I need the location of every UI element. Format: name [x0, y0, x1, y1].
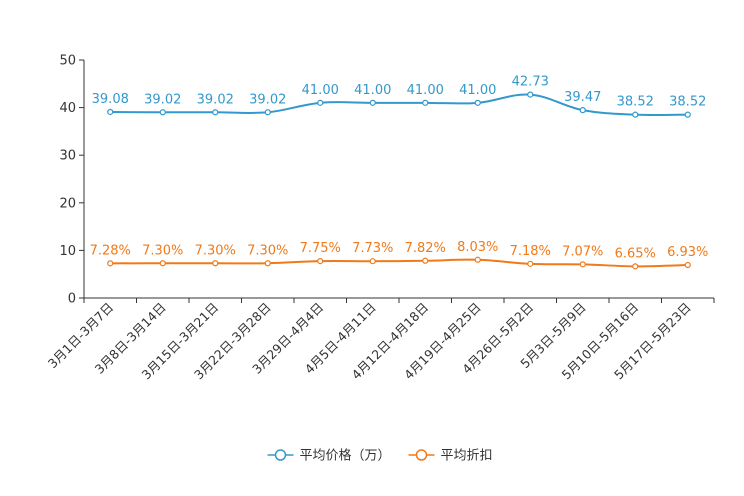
data-point[interactable] [264, 260, 271, 267]
y-tick-label: 20 [59, 196, 76, 211]
y-tick-label: 0 [68, 292, 76, 307]
series-2: 7.28% 7.30% 7.30% 7.30% 7.75% 7.73% 7.82% 8.03%… [90, 240, 708, 270]
y-tick-label: 10 [59, 244, 76, 259]
data-label: 7.30% [195, 243, 236, 258]
data-label: 7.07% [562, 244, 603, 259]
data-label: 39.02 [197, 92, 234, 107]
y-tick-label: 40 [59, 101, 76, 116]
data-point[interactable] [107, 260, 114, 267]
data-label: 7.30% [247, 243, 288, 258]
series-line [110, 93, 688, 117]
data-label: 7.18% [510, 244, 551, 259]
data-label: 41.00 [459, 83, 496, 98]
data-point[interactable] [107, 108, 114, 116]
y-tick-label: 50 [59, 54, 76, 69]
data-label: 6.65% [615, 246, 656, 261]
data-label: 38.52 [617, 95, 654, 110]
legend-marker [415, 449, 428, 461]
data-label: 7.28% [90, 243, 131, 258]
series-line [110, 258, 688, 268]
data-point[interactable] [159, 260, 166, 267]
data-label: 39.47 [564, 90, 601, 105]
data-label: 41.00 [302, 83, 339, 98]
data-point[interactable] [474, 256, 481, 263]
data-point[interactable] [212, 109, 219, 116]
legend-marker [274, 449, 287, 461]
data-label: 39.08 [92, 92, 129, 107]
data-label: 41.00 [407, 83, 444, 98]
series-layer: 39.08 39.02 39.02 39.02 41.00 41.00 41.00 41.00… [90, 75, 708, 270]
data-point[interactable] [527, 91, 534, 98]
legend-label: 平均价格（万） [300, 448, 391, 464]
data-point[interactable] [369, 258, 376, 265]
data-label: 7.73% [352, 241, 393, 256]
data-point[interactable] [579, 107, 586, 114]
data-point[interactable] [369, 99, 376, 106]
data-label: 7.82% [405, 241, 446, 256]
data-point[interactable] [317, 258, 324, 265]
legend-label: 平均折扣 [441, 449, 493, 464]
data-label: 7.75% [300, 241, 341, 256]
data-label: 39.02 [249, 92, 286, 107]
series-1: 39.08 39.02 39.02 39.02 41.00 41.00 41.00 41.00… [92, 75, 706, 118]
legend[interactable]: 平均价格（万） 平均折扣 [267, 448, 493, 464]
data-point[interactable] [474, 99, 481, 106]
data-label: 41.00 [354, 83, 391, 98]
data-label: 38.52 [669, 95, 706, 110]
data-point[interactable] [579, 261, 586, 268]
data-point[interactable] [684, 111, 691, 118]
y-tick-label: 30 [59, 149, 76, 164]
data-point[interactable] [264, 109, 271, 116]
data-point[interactable] [632, 263, 639, 270]
legend-item-2[interactable]: 平均折扣 [408, 449, 493, 464]
data-label: 42.73 [512, 75, 549, 90]
data-point[interactable] [684, 261, 691, 269]
data-label: 8.03% [457, 240, 498, 255]
data-point[interactable] [422, 257, 429, 264]
data-point[interactable] [422, 99, 429, 106]
data-label: 6.93% [667, 245, 708, 260]
data-label: 7.30% [142, 243, 183, 258]
data-point[interactable] [632, 111, 639, 118]
data-point[interactable] [159, 109, 166, 116]
legend-item-1[interactable]: 平均价格（万） [267, 448, 391, 464]
data-label: 39.02 [144, 92, 181, 107]
data-point[interactable] [317, 99, 324, 106]
data-point[interactable] [527, 260, 534, 267]
data-point[interactable] [212, 260, 219, 267]
